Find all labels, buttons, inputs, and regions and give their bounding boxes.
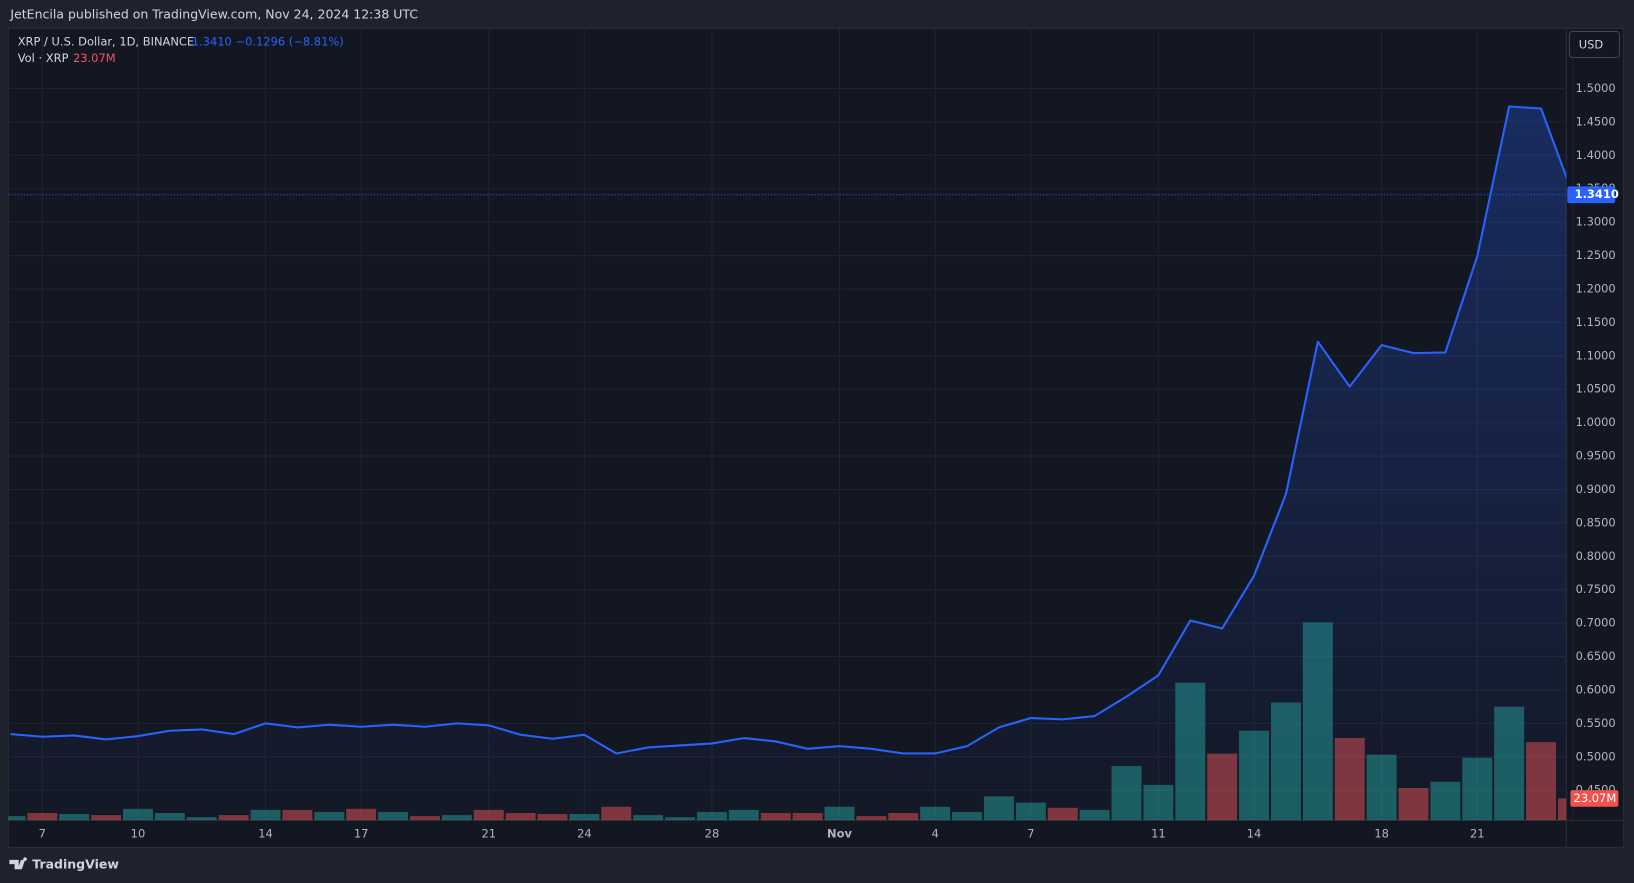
x-tick-label: 28 [705,826,720,840]
y-tick-label: 1.4500 [1576,114,1616,128]
x-tick-label: 14 [258,826,273,840]
y-tick-label: 1.3000 [1576,215,1616,229]
x-tick-label: 11 [1151,826,1166,840]
x-tick-label: 7 [39,826,46,840]
y-tick-label: 0.5000 [1576,749,1616,763]
x-tick-label: 17 [354,826,369,840]
y-tick-label: 1.5000 [1576,81,1616,95]
y-tick-label: 0.5500 [1576,716,1616,730]
y-tick-label: 0.9000 [1576,482,1616,496]
y-tick-label: 1.4000 [1576,148,1616,162]
y-tick-label: 1.2500 [1576,248,1616,262]
symbol-title: XRP / U.S. Dollar, 1D, BINANCE [18,34,194,48]
y-tick-label: 1.0000 [1576,415,1616,429]
currency-button[interactable] [1568,30,1620,59]
last-volume-label: 23.07M [1574,791,1617,805]
y-tick-label: 1.1500 [1576,315,1616,329]
x-tick-label: 7 [1027,826,1034,840]
brand-logo [9,857,27,870]
x-tick-label: 4 [932,826,939,840]
volume-last: 23.07M [73,51,116,65]
y-tick-label: 0.7500 [1576,582,1616,596]
x-tick-label: 10 [131,826,146,840]
y-tick-label: 1.0500 [1576,382,1616,396]
y-tick-label: 0.6000 [1576,682,1616,696]
y-tick-label: 0.8000 [1576,549,1616,563]
y-tick-label: 1.2000 [1576,281,1616,295]
last-price-box [1567,186,1616,204]
x-tick-label: 21 [481,826,496,840]
x-tick-label: Nov [827,826,852,840]
y-tick-label: 0.6500 [1576,649,1616,663]
x-tick-label: 14 [1247,826,1262,840]
y-tick-label: 1.1000 [1576,348,1616,362]
price-area [10,106,1567,821]
y-tick-label: 0.7000 [1576,616,1616,630]
brand: TradingView [32,857,119,872]
y-tick-label: 0.8500 [1576,515,1616,529]
x-tick-label: 21 [1470,826,1485,840]
last-price: 1.3410 [192,34,232,48]
currency[interactable]: USD [1579,37,1604,51]
volume-legend: Vol · XRP [18,51,69,65]
published-note: JetEncila published on TradingView.com, … [9,6,418,21]
x-tick-label: 18 [1374,826,1389,840]
x-tick-label: 24 [577,826,592,840]
price-line [10,105,1567,755]
x-tick-label: 24 [1566,826,1581,840]
last-price-label: 1.3410 [1575,187,1619,201]
price-change: −0.1296 (−8.81%) [236,34,344,48]
last-volume-box [1570,790,1619,807]
y-tick-label: 0.9500 [1576,449,1616,463]
